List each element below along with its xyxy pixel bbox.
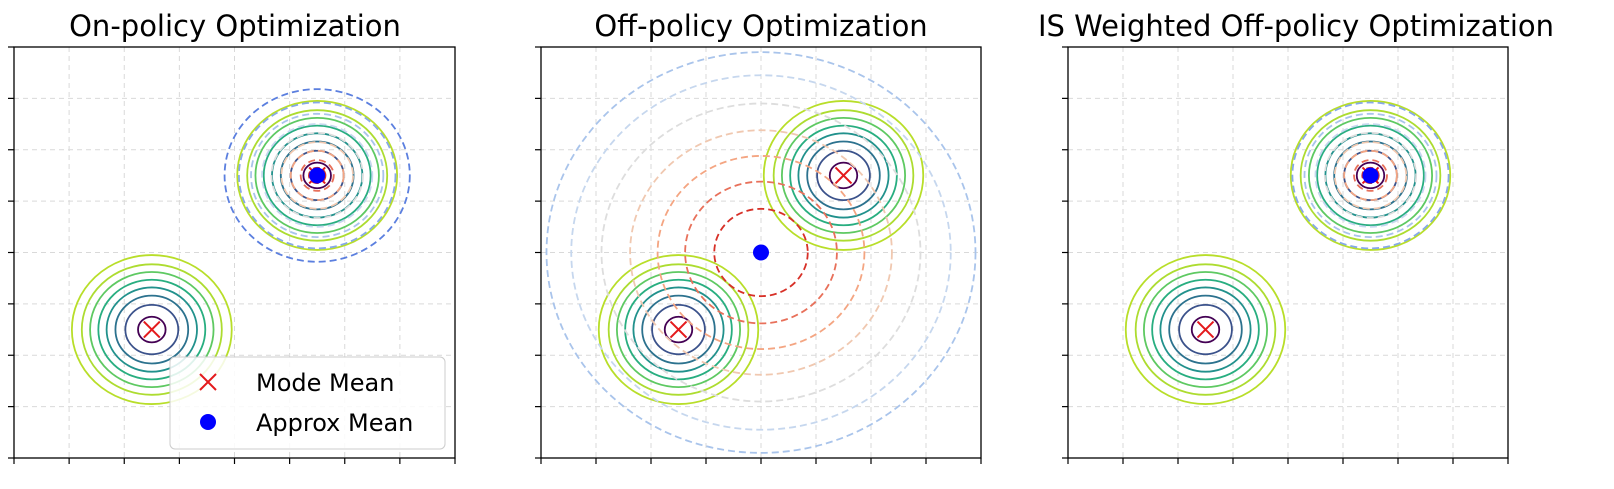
target-contour	[246, 109, 389, 242]
target-contour	[1289, 100, 1452, 251]
target-contour	[789, 124, 898, 227]
approx-contour	[1303, 112, 1438, 238]
approx-mean-marker	[1362, 167, 1379, 184]
target-contour	[1299, 109, 1442, 242]
target-contour	[1308, 116, 1434, 234]
grid	[1068, 47, 1508, 458]
approx-contour	[713, 207, 809, 298]
approx-contour	[1343, 149, 1398, 201]
subplot-2: Off-policy Optimization	[535, 9, 982, 464]
target-contour	[302, 161, 332, 190]
mode-mean-marker	[1196, 320, 1215, 339]
target-contour	[797, 132, 890, 219]
approx-contour	[656, 155, 866, 350]
target-contour	[1178, 304, 1233, 356]
subplot-title: Off-policy Optimization	[594, 9, 927, 43]
approx-contour	[223, 88, 411, 263]
approx-mean-marker	[753, 244, 769, 261]
target-contour	[1143, 271, 1269, 389]
target-contour	[1134, 263, 1277, 396]
approx-contour	[1333, 141, 1408, 210]
target-contour	[254, 116, 380, 234]
target-contour	[105, 286, 198, 373]
target-contour	[80, 263, 223, 396]
axes-frame	[1067, 46, 1509, 459]
target-contour	[1168, 294, 1243, 365]
approx-contour	[600, 102, 922, 403]
approx-contour	[1314, 123, 1427, 228]
mode-mean-marker	[669, 320, 688, 339]
target-contour	[651, 304, 706, 356]
target-contour	[772, 109, 915, 242]
approx-mean-marker	[309, 167, 326, 184]
subplot-title: On-policy Optimization	[69, 9, 401, 43]
target-contour	[89, 271, 215, 389]
plot-area	[70, 88, 411, 405]
target-contour	[97, 278, 207, 381]
mode-mean-marker	[143, 320, 161, 339]
approx-contour	[684, 180, 838, 325]
mode-mean-marker	[834, 166, 853, 185]
target-contour	[597, 254, 760, 405]
target-contour	[607, 263, 750, 396]
target-contour	[781, 116, 907, 234]
legend-label: Approx Mean	[256, 409, 413, 437]
target-contour	[236, 100, 399, 251]
approx-contour	[1291, 101, 1450, 250]
target-contour	[663, 315, 694, 344]
approx-contour	[289, 149, 345, 201]
approx-contour	[250, 112, 385, 238]
target-contour	[137, 315, 167, 344]
target-contour	[1355, 161, 1386, 190]
target-contour	[1151, 278, 1260, 381]
legend: Mode Mean Approx Mean	[169, 356, 446, 450]
target-contour	[1316, 124, 1425, 227]
target-contour	[816, 149, 871, 201]
subplot-3: IS Weighted Off-policy Optimization	[1038, 9, 1554, 464]
legend-label: Mode Mean	[256, 369, 394, 397]
approx-contour	[1353, 159, 1388, 192]
legend-marker-dot	[200, 414, 216, 430]
approx-contour	[299, 159, 335, 192]
approx-contour	[261, 123, 374, 228]
approx-contour	[1323, 131, 1418, 219]
target-contour	[632, 286, 725, 373]
target-contour	[828, 161, 859, 190]
target-contour	[806, 140, 881, 211]
subplot-title: IS Weighted Off-policy Optimization	[1038, 9, 1554, 43]
target-contour	[262, 124, 372, 227]
target-contour	[641, 294, 716, 365]
target-contour	[114, 294, 190, 365]
plot-area	[1124, 100, 1452, 405]
legend-box	[169, 356, 446, 450]
target-contour	[616, 271, 742, 389]
approx-contour	[545, 51, 977, 454]
target-contour	[70, 254, 233, 405]
subplot-1: On-policy Optimization Mode Mean Approx Me…	[8, 9, 456, 464]
plot-area	[545, 51, 977, 454]
legend-marker-x	[199, 373, 217, 391]
target-contour	[1159, 286, 1252, 373]
target-contour	[1124, 254, 1287, 405]
target-contour	[762, 100, 925, 251]
target-contour	[124, 304, 180, 356]
approx-contour	[238, 101, 397, 250]
axes-frame	[540, 46, 982, 459]
approx-contour	[570, 74, 952, 431]
approx-contour	[629, 129, 893, 376]
approx-contour	[280, 141, 354, 210]
approx-contour	[270, 131, 364, 219]
axes-frame	[13, 46, 456, 459]
target-contour	[1190, 315, 1221, 344]
